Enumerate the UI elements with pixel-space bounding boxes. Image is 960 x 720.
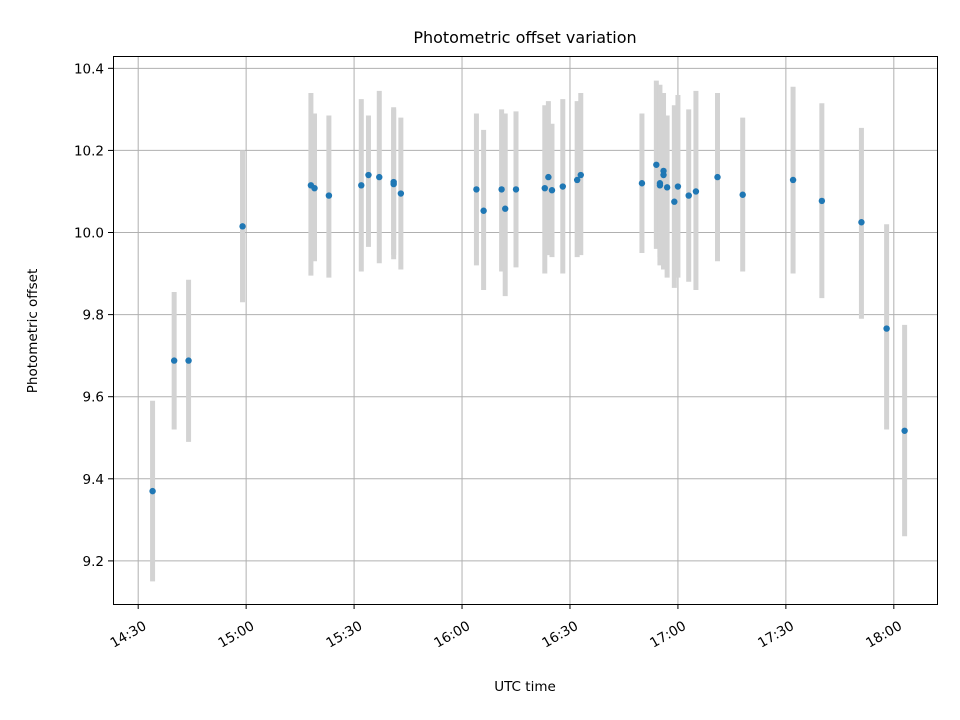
data-point <box>638 180 646 187</box>
data-point <box>541 184 548 192</box>
data-point <box>559 183 566 190</box>
x-tick-label: 16:30 <box>539 618 581 651</box>
y-tick-label: 10.2 <box>74 143 104 159</box>
data-point <box>376 173 383 181</box>
data-point <box>149 487 156 495</box>
data-point <box>671 198 678 205</box>
data-point <box>239 223 246 230</box>
data-point <box>325 192 333 199</box>
grid-layer <box>113 56 937 604</box>
data-point <box>480 207 487 214</box>
data-point <box>311 184 318 192</box>
data-point <box>548 187 556 194</box>
x-tick-label: 17:00 <box>647 618 689 651</box>
y-tick-label: 9.8 <box>83 308 104 324</box>
data-point <box>692 188 700 195</box>
y-tick-label: 9.4 <box>83 472 104 488</box>
data-point <box>858 219 865 226</box>
x-tick-label: 17:30 <box>755 618 797 651</box>
x-tick-label: 15:30 <box>323 618 365 651</box>
data-point <box>818 197 826 205</box>
data-point <box>660 171 667 179</box>
data-point <box>498 186 505 193</box>
data-point <box>883 325 890 332</box>
y-tick-label: 10.0 <box>74 226 104 242</box>
data-point <box>473 186 480 193</box>
x-axis-label: UTC time <box>494 679 556 695</box>
data-point <box>512 186 520 193</box>
x-tick-label: 14:30 <box>108 618 150 651</box>
x-tick-label: 16:00 <box>431 618 473 651</box>
data-point <box>185 357 192 364</box>
data-point <box>714 173 721 181</box>
data-point <box>663 184 671 191</box>
data-point <box>656 180 664 187</box>
chart-title: Photometric offset variation <box>413 28 636 47</box>
errorbar-layer <box>150 80 908 582</box>
data-point <box>739 191 746 198</box>
data-point <box>577 171 584 179</box>
y-tick-label: 9.6 <box>83 390 104 406</box>
point-layer <box>149 161 908 495</box>
x-tick-label: 15:00 <box>216 618 258 651</box>
data-point <box>901 427 908 434</box>
data-point <box>390 180 397 188</box>
y-tick-label: 9.2 <box>83 554 104 570</box>
data-point <box>170 357 178 364</box>
data-point <box>397 190 405 197</box>
data-point <box>685 192 692 199</box>
y-axis-label: Photometric offset <box>25 269 41 393</box>
data-point <box>573 176 581 184</box>
y-tick-label: 10.4 <box>74 61 104 77</box>
data-point <box>502 205 509 212</box>
plot-frame <box>113 56 938 605</box>
data-point <box>789 176 797 184</box>
x-tick-label: 18:00 <box>863 618 905 651</box>
tick-layer: 14:30 15:00 15:30 16:00 16:30 17:00 17:30 18:00… <box>74 61 905 651</box>
data-point <box>358 182 365 189</box>
data-point <box>674 183 682 190</box>
data-point <box>653 161 660 168</box>
data-point <box>545 173 552 181</box>
data-point <box>365 171 372 179</box>
